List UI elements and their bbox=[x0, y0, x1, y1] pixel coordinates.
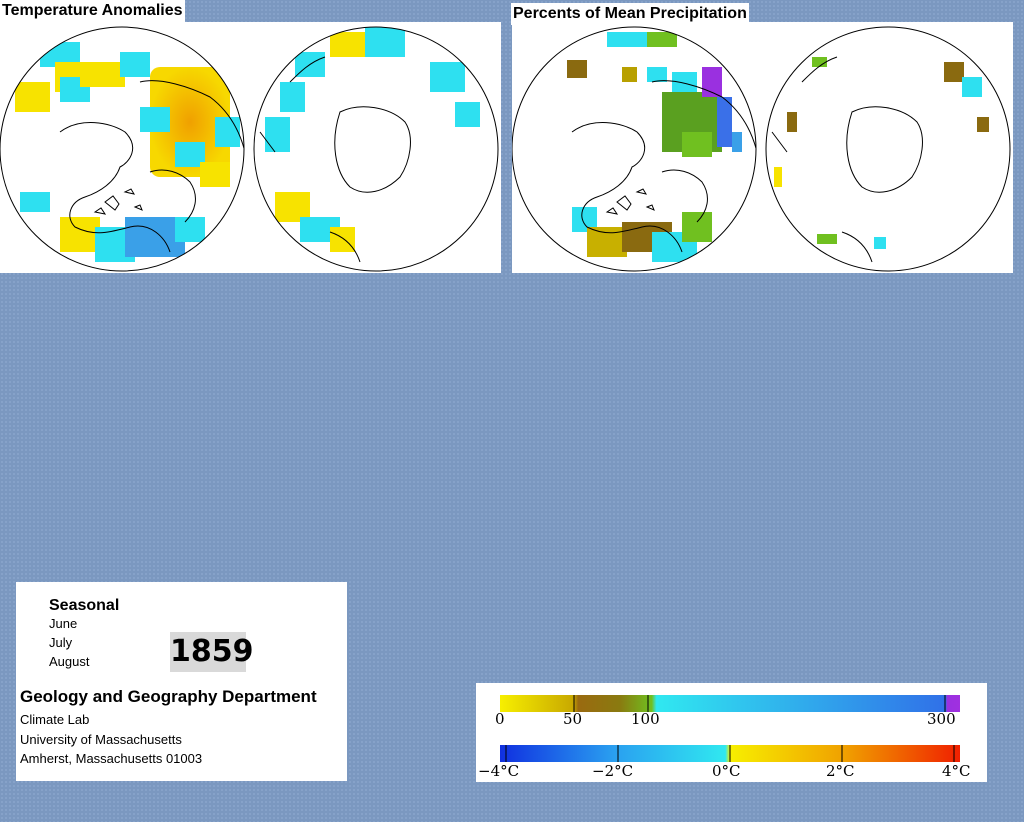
legend-bars bbox=[500, 695, 960, 762]
temperature-map-panel bbox=[0, 22, 501, 273]
precipitation-map-title: Percents of Mean Precipitation bbox=[511, 3, 749, 25]
precip-label-300: 300 bbox=[927, 710, 956, 728]
month-label: July bbox=[49, 635, 73, 650]
info-panel: Seasonal June July August 1859 Geology a… bbox=[16, 582, 347, 781]
temperature-northern-hemisphere bbox=[0, 27, 244, 271]
precip-label-0: 0 bbox=[495, 710, 505, 728]
address: Amherst, Massachusetts 01003 bbox=[20, 751, 203, 766]
precip-label-100: 100 bbox=[631, 710, 660, 728]
temp-label-4: 4°C bbox=[942, 762, 971, 780]
precipitation-globes bbox=[512, 26, 1011, 272]
precipitation-map-panel bbox=[512, 22, 1013, 273]
temp-label-minus4: −4°C bbox=[478, 762, 520, 780]
temperature-map-title: Temperature Anomalies bbox=[0, 0, 185, 22]
precip-label-50: 50 bbox=[563, 710, 583, 728]
month-label: August bbox=[49, 654, 90, 669]
season-label: Seasonal bbox=[49, 597, 120, 614]
temperature-globes bbox=[0, 26, 499, 272]
temp-label-minus2: −2°C bbox=[592, 762, 634, 780]
precipitation-color-bar bbox=[500, 695, 960, 712]
precipitation-northern-hemisphere bbox=[512, 27, 756, 271]
month-label: June bbox=[49, 616, 78, 631]
university-name: University of Massachusetts bbox=[20, 732, 182, 747]
temp-label-0: 0°C bbox=[712, 762, 741, 780]
temperature-southern-hemisphere bbox=[254, 27, 498, 271]
lab-name: Climate Lab bbox=[20, 712, 90, 727]
color-legend: 0 50 100 300 −4°C −2°C 0°C 2°C 4°C bbox=[476, 683, 987, 782]
department-name: Geology and Geography Department bbox=[20, 687, 317, 706]
precipitation-southern-hemisphere bbox=[766, 27, 1010, 271]
temp-label-2: 2°C bbox=[826, 762, 855, 780]
year-display: 1859 bbox=[170, 632, 254, 672]
